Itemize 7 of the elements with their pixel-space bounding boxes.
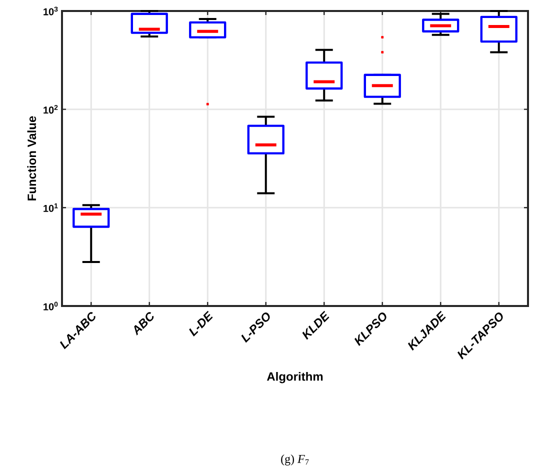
y-tick-label: 10$^{1}$ (44, 203, 58, 212)
text: (g) F$_{7}$ (281, 454, 309, 466)
y-tick-label: 10$^{3}$ (44, 6, 58, 16)
y-axis-title: Function Value (27, 116, 36, 200)
x-axis-title: Algorithm (266, 372, 323, 384)
y-tick-label: 10$^{2}$ (44, 105, 58, 114)
y-tick-label: 10$^{0}$ (44, 302, 58, 310)
